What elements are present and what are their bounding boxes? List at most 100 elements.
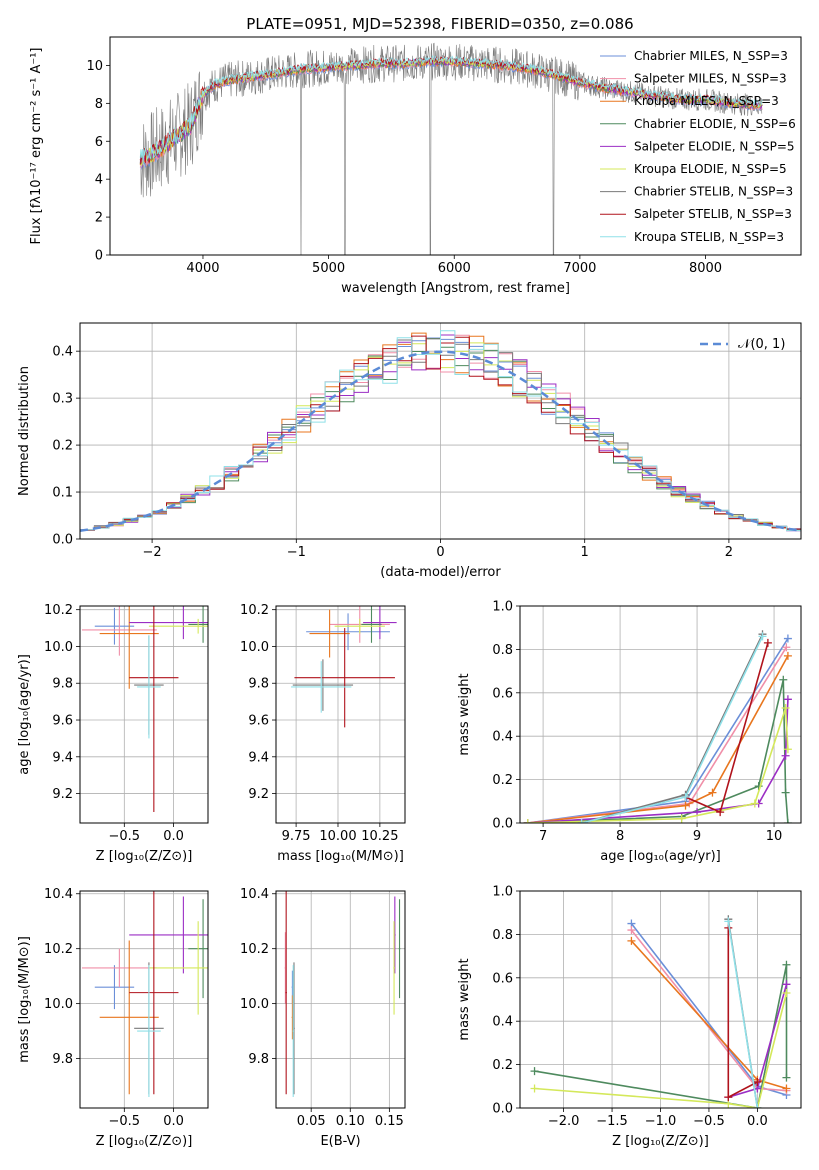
y-axis-label: Normed distribution bbox=[17, 366, 32, 496]
weight-point bbox=[530, 1084, 539, 1093]
weight-point bbox=[783, 745, 792, 754]
x-tick-label: 0 bbox=[436, 545, 444, 560]
weight-point bbox=[523, 819, 532, 823]
weight-point bbox=[779, 675, 788, 684]
y-tick-label: 9.2 bbox=[52, 787, 73, 802]
x-axis-label: (data-model)/error bbox=[380, 565, 501, 580]
weight-point bbox=[782, 643, 791, 652]
x-tick-label: 9 bbox=[693, 829, 701, 844]
weight-series-line bbox=[527, 679, 789, 823]
model-spectrum-line bbox=[139, 54, 763, 165]
y-tick-label: 9.6 bbox=[52, 714, 73, 729]
weight-point bbox=[577, 819, 586, 823]
weight-point bbox=[781, 703, 790, 712]
weight-point bbox=[782, 980, 791, 989]
y-tick-label: 10 bbox=[86, 59, 103, 74]
x-tick-label: 10 bbox=[766, 829, 783, 844]
plot-frame bbox=[79, 605, 209, 824]
x-tick-label: −1 bbox=[287, 545, 306, 560]
y-tick-label: 0.3 bbox=[52, 392, 73, 407]
legend-label: Kroupa ELODIE, N_SSP=5 bbox=[634, 162, 787, 176]
legend-label: Kroupa STELIB, N_SSP=3 bbox=[634, 230, 784, 244]
weight-point bbox=[758, 632, 767, 641]
weight-point bbox=[681, 792, 690, 801]
x-tick-label: 1 bbox=[581, 545, 589, 560]
x-tick-label: 8 bbox=[616, 829, 624, 844]
weight-point bbox=[782, 988, 791, 997]
y-tick-label: 0.0 bbox=[492, 1102, 513, 1117]
x-tick-label: −0.5 bbox=[693, 1114, 725, 1129]
plot-area bbox=[530, 915, 791, 1108]
legend-label: Salpeter STELIB, N_SSP=3 bbox=[634, 207, 792, 221]
weight-point bbox=[783, 695, 792, 704]
plot-area bbox=[139, 42, 763, 255]
x-tick-label: 2 bbox=[725, 545, 733, 560]
weight-point bbox=[724, 1093, 733, 1102]
y-tick-label: 6 bbox=[95, 135, 103, 150]
weight-point bbox=[783, 819, 792, 823]
y-tick-label: 10.2 bbox=[44, 603, 73, 618]
plot-frame bbox=[519, 890, 802, 1109]
x-tick-label: 4000 bbox=[186, 261, 219, 276]
y-tick-label: 0.4 bbox=[492, 730, 513, 745]
y-tick-label: 0.8 bbox=[492, 928, 513, 943]
y-tick-label: 9.4 bbox=[248, 750, 269, 765]
gaussian-reference-line bbox=[80, 350, 801, 533]
y-tick-label: 10.2 bbox=[240, 603, 269, 618]
y-tick-label: 0.2 bbox=[52, 439, 73, 454]
y-tick-label: 9.8 bbox=[248, 1052, 269, 1067]
y-tick-label: 9.8 bbox=[52, 677, 73, 692]
mass-weight-vs-z-panel: −2.0 −1.5 −1.0 −0.5 0.0 0.0 0.2 0.4 0.6 0.8 1.0 Z [… bbox=[457, 885, 802, 1149]
x-tick-label: 10.25 bbox=[361, 829, 398, 844]
weight-point bbox=[783, 651, 792, 660]
x-axis-label: E(B-V) bbox=[320, 1134, 360, 1149]
plot-area bbox=[81, 606, 208, 812]
legend-label: Kroupa MILES, N_SSP=3 bbox=[634, 94, 779, 108]
y-axis-label: mass weight bbox=[457, 958, 472, 1040]
plot-area bbox=[80, 330, 801, 539]
weight-point bbox=[781, 751, 790, 760]
y-tick-label: 0.6 bbox=[492, 686, 513, 701]
weight-series-line bbox=[727, 921, 759, 1108]
weight-point bbox=[677, 814, 686, 823]
mass-vs-ebv-panel: 0.05 0.10 0.15 9.8 10.0 10.2 10.4 E(B-V) bbox=[240, 887, 406, 1149]
x-axis-label: Z [log₁₀(Z/Z⊙)] bbox=[96, 849, 193, 864]
y-tick-label: 0.4 bbox=[492, 1015, 513, 1030]
x-tick-label: 0.0 bbox=[747, 1114, 768, 1129]
weight-point bbox=[708, 788, 717, 797]
x-tick-label: 0.0 bbox=[163, 829, 184, 844]
y-tick-label: 0.6 bbox=[492, 971, 513, 986]
y-tick-label: 9.8 bbox=[52, 1052, 73, 1067]
weight-point bbox=[627, 936, 636, 945]
spectrum-panel: 4000 5000 6000 7000 8000 0 2 4 6 8 10 wavelength [A… bbox=[29, 36, 802, 296]
plot-area bbox=[81, 891, 208, 1098]
y-tick-label: 0.2 bbox=[492, 773, 513, 788]
y-tick-label: 10.0 bbox=[240, 997, 269, 1012]
weight-point bbox=[753, 1104, 762, 1108]
x-tick-label: −0.5 bbox=[109, 1114, 141, 1129]
x-tick-label: 5000 bbox=[312, 261, 345, 276]
y-axis-label: mass [log₁₀(M/M⊙)] bbox=[17, 936, 32, 1063]
x-tick-label: 7 bbox=[539, 829, 547, 844]
weight-point bbox=[754, 782, 763, 791]
weight-series-line bbox=[534, 992, 788, 1108]
legend-label: Chabrier STELIB, N_SSP=3 bbox=[634, 185, 793, 199]
y-tick-label: 0 bbox=[95, 249, 103, 264]
y-tick-label: 9.8 bbox=[248, 677, 269, 692]
x-tick-label: −0.5 bbox=[109, 829, 141, 844]
age-vs-z-panel: −0.5 0.0 9.2 9.4 9.6 9.8 10.0 10.2 Z [log₁₀(Z/Z⊙… bbox=[17, 603, 209, 864]
x-tick-label: −2 bbox=[143, 545, 162, 560]
y-tick-label: 4 bbox=[95, 173, 103, 188]
legend-label: Salpeter ELODIE, N_SSP=5 bbox=[634, 139, 795, 153]
x-tick-label: 8000 bbox=[689, 261, 722, 276]
y-axis-label: age [log₁₀(age/yr)] bbox=[17, 654, 32, 775]
age-vs-mass-panel: 9.75 10.00 10.25 9.2 9.4 9.6 9.8 10.0 10.2 mass [… bbox=[240, 603, 406, 864]
y-tick-label: 10.4 bbox=[44, 887, 73, 902]
x-tick-label: 0.15 bbox=[375, 1114, 404, 1129]
y-tick-label: 9.2 bbox=[248, 787, 269, 802]
x-tick-label: 0.05 bbox=[297, 1114, 326, 1129]
y-tick-label: 0.1 bbox=[52, 486, 73, 501]
x-tick-label: −1.5 bbox=[596, 1114, 628, 1129]
x-tick-label: 9.75 bbox=[282, 829, 311, 844]
mass-weight-vs-age-panel: 7 8 9 10 0.0 0.2 0.4 0.6 0.8 1.0 age [log₁₀(age/yr… bbox=[457, 600, 802, 864]
